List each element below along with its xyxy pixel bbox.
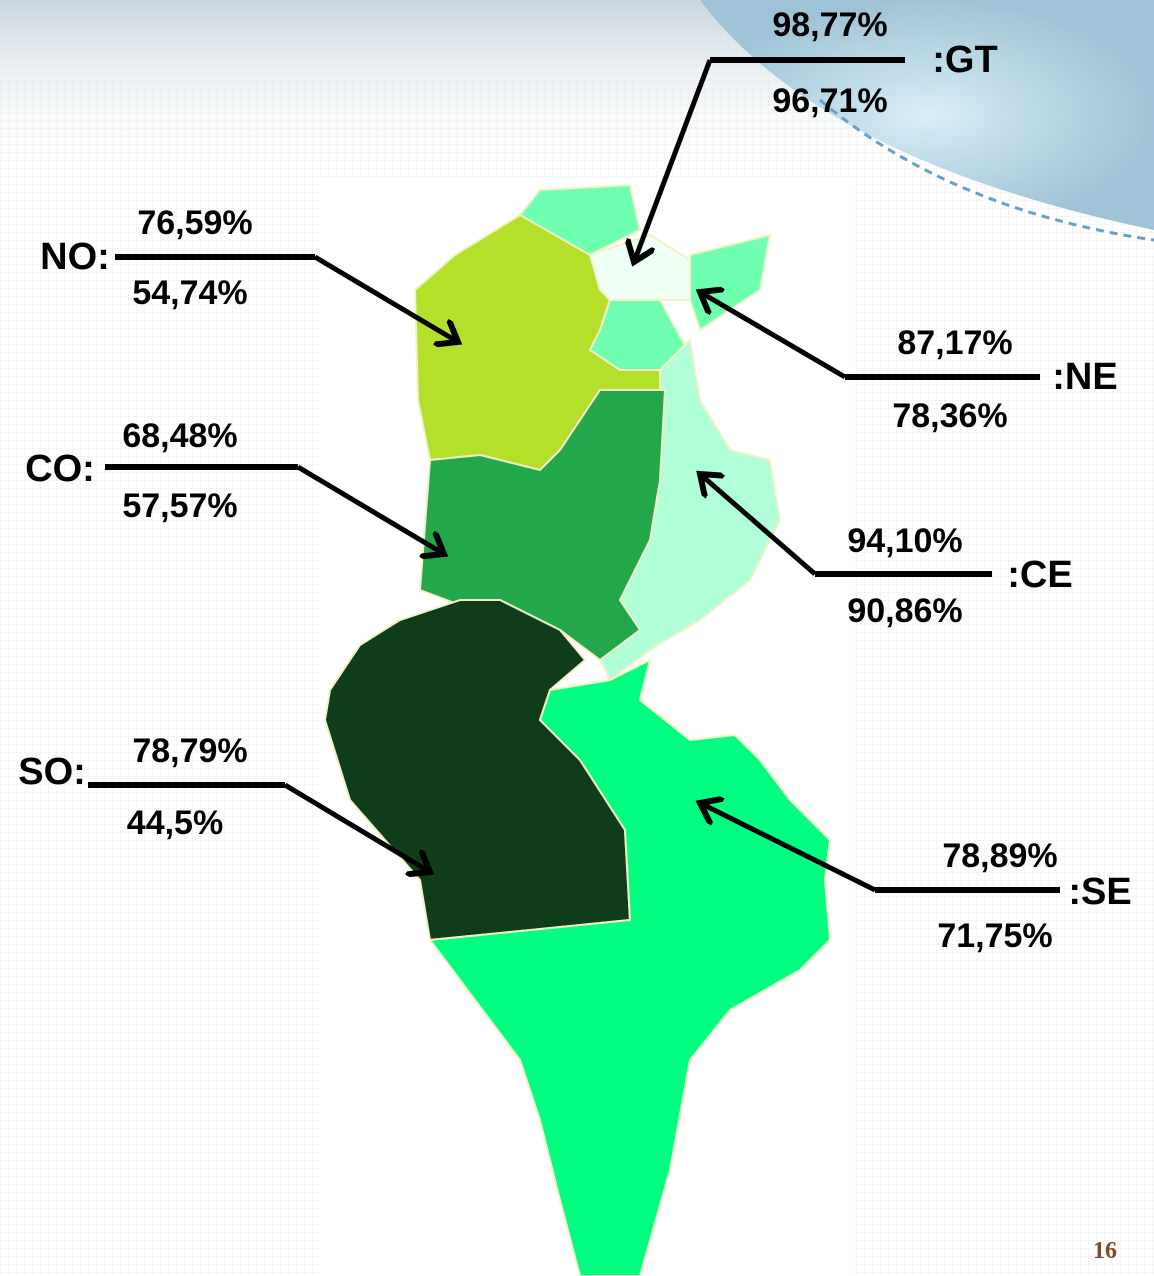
region-code: NO: — [40, 236, 110, 278]
arrow — [700, 803, 877, 893]
value-bottom: 57,57% — [122, 487, 237, 525]
value-bottom: 44,5% — [127, 804, 223, 842]
value-bottom: 78,36% — [892, 397, 1007, 435]
value-bottom: 54,74% — [132, 274, 247, 312]
region-code: :GT — [932, 39, 997, 81]
callouts — [88, 57, 1060, 893]
arrow — [283, 782, 430, 872]
arrow — [700, 292, 847, 380]
region-ne — [518, 183, 642, 257]
value-top: 68,48% — [122, 417, 237, 455]
labels: 98,77% :GT 96,71% NO: 76,59% 54,74% 87,1… — [18, 6, 1131, 955]
value-top: 78,89% — [942, 837, 1057, 875]
region-code: SO: — [18, 751, 86, 793]
arrow — [634, 59, 713, 262]
value-bottom: 71,75% — [937, 917, 1052, 955]
value-top: 94,10% — [847, 522, 962, 560]
arrow — [296, 464, 444, 554]
value-bottom: 90,86% — [847, 592, 962, 630]
value-bottom: 96,71% — [772, 82, 887, 120]
header-dash — [819, 98, 1154, 242]
region-code: :CE — [1007, 554, 1072, 596]
region-code: :SE — [1068, 871, 1131, 913]
arrow — [700, 474, 817, 576]
value-top: 78,79% — [132, 732, 247, 770]
region-code: :NE — [1052, 356, 1117, 398]
region-code: CO: — [25, 448, 95, 490]
region-se — [428, 658, 832, 1276]
value-top: 87,17% — [897, 324, 1012, 362]
page-number: 16 — [1093, 1238, 1117, 1264]
value-top: 76,59% — [137, 204, 252, 242]
value-top: 98,77% — [772, 6, 887, 44]
region-gt — [588, 233, 691, 301]
arrow — [313, 254, 458, 342]
map — [323, 183, 832, 1276]
